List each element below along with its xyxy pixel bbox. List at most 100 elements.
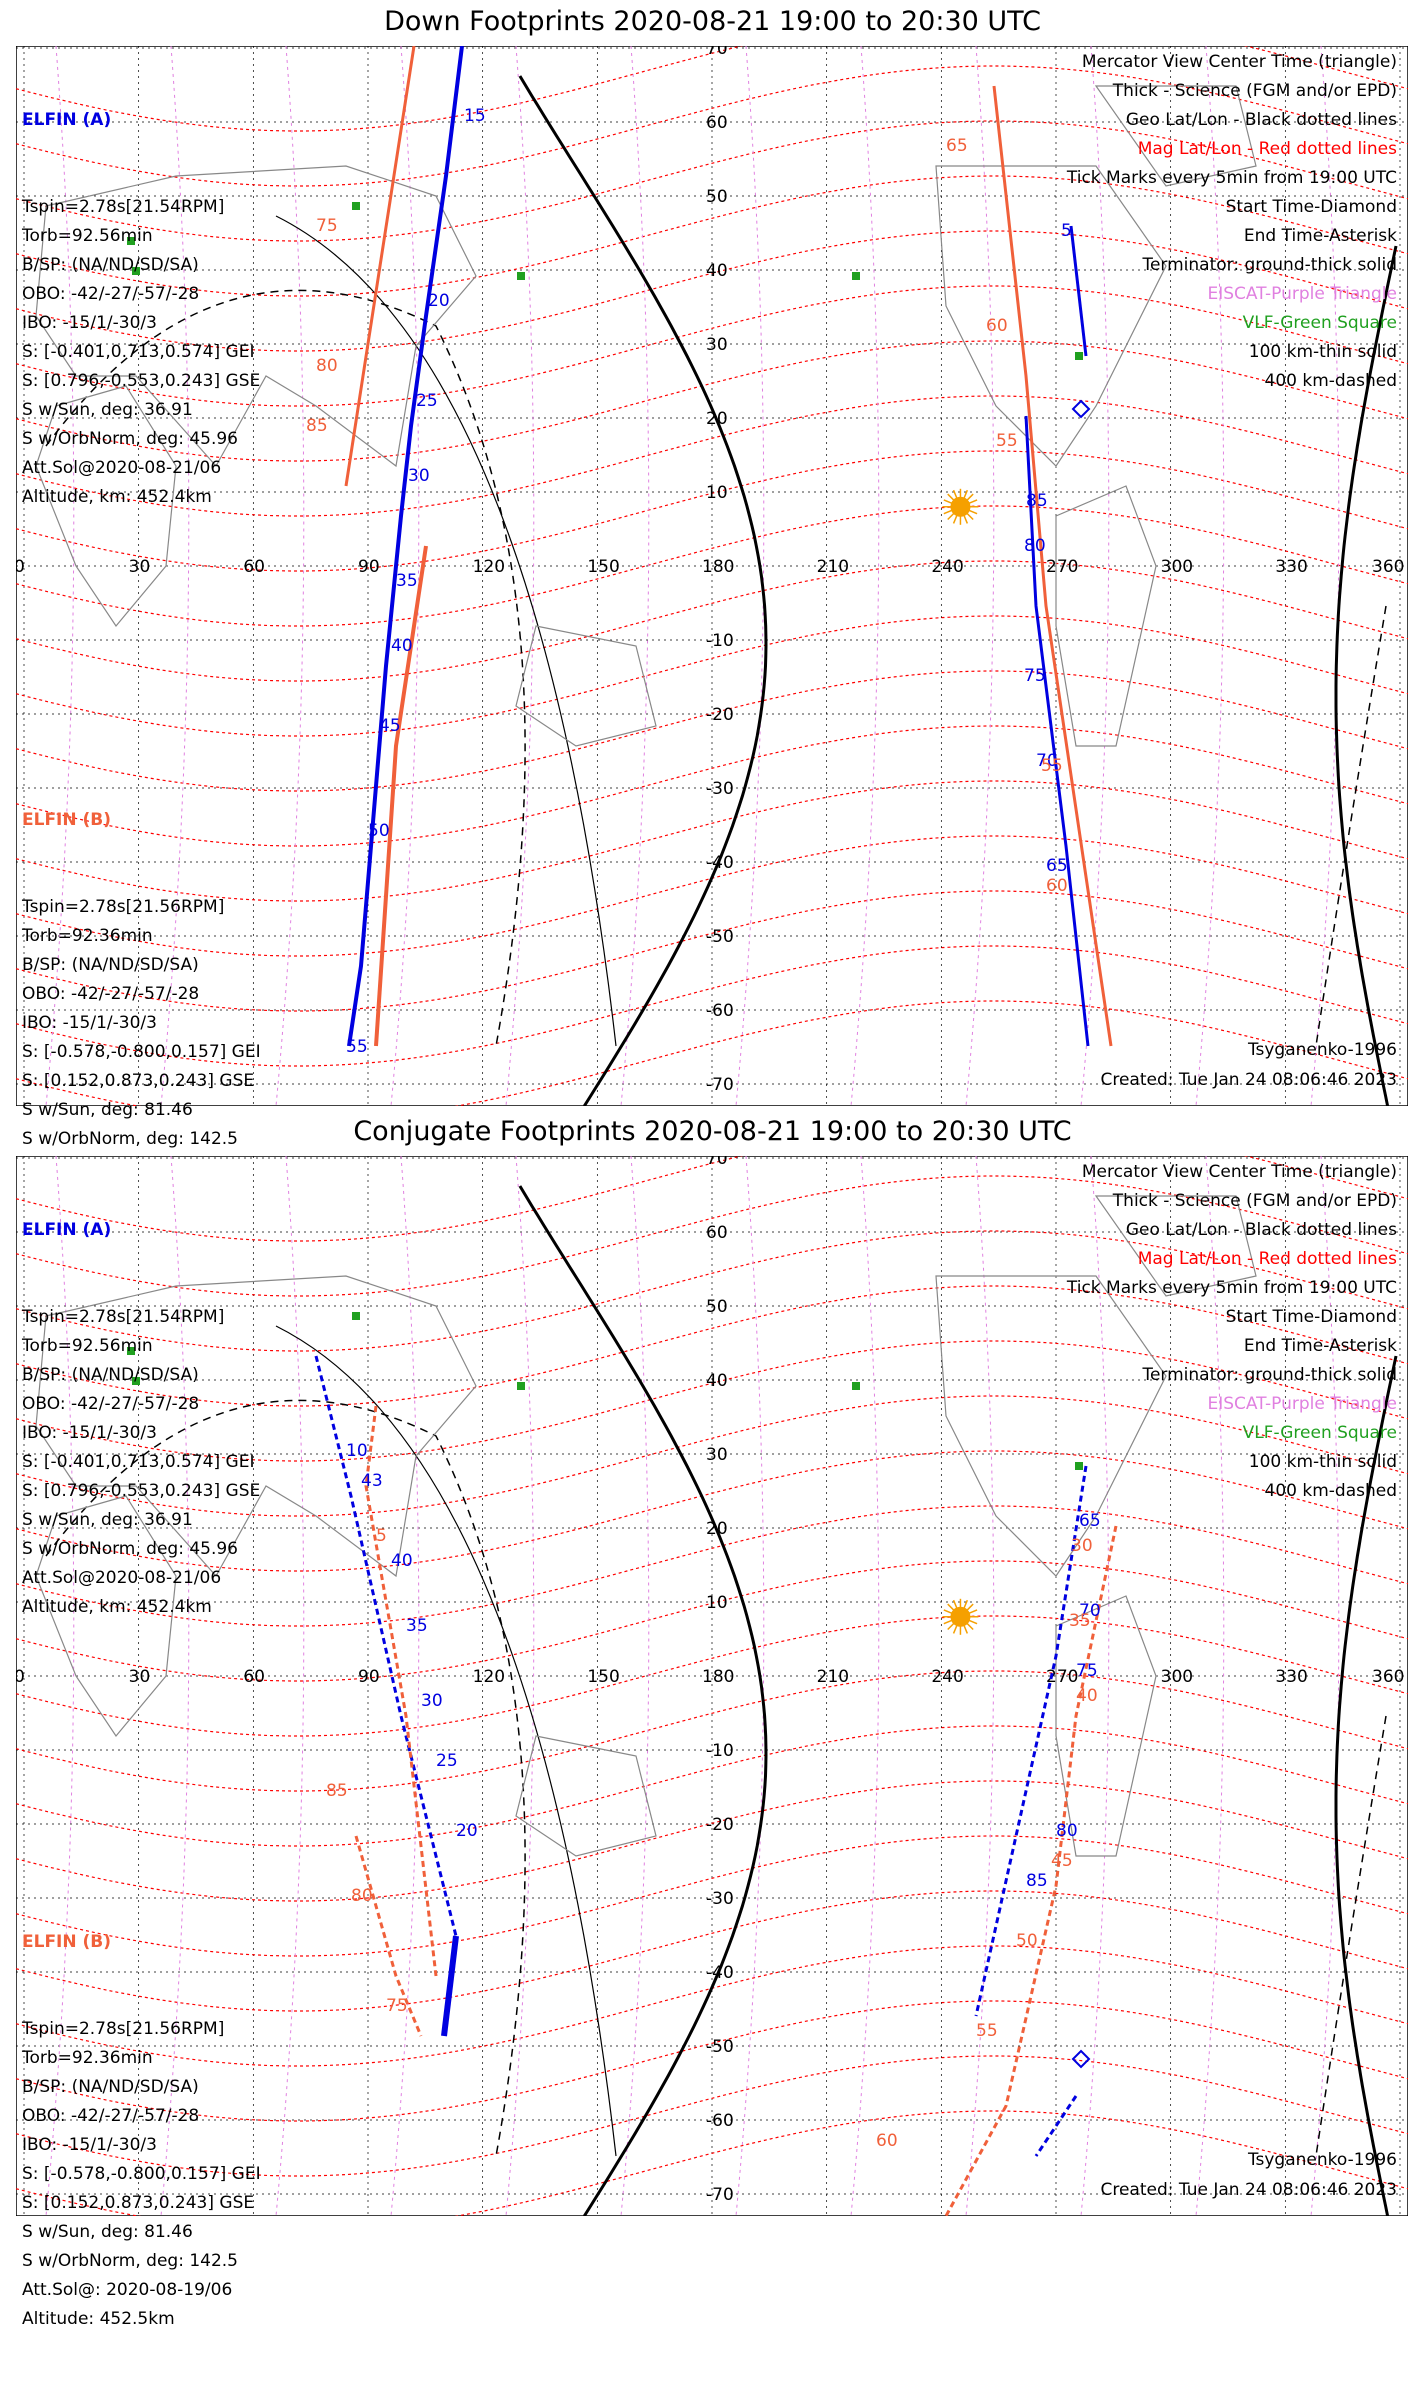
legend-line: Thick - Science (FGM and/or EPD) bbox=[1112, 1191, 1397, 1211]
elfin-b-tick-label: 85 bbox=[306, 416, 328, 436]
lat-tick-label: 20 bbox=[706, 1519, 728, 1539]
elfin-a-tick-label: 45 bbox=[379, 716, 401, 736]
mag-lat-line bbox=[16, 2055, 1408, 2177]
elfin-a-info-line: Tspin=2.78s[21.54RPM] bbox=[22, 1307, 225, 1327]
elfin-a-tick-label: 65 bbox=[1079, 1511, 1101, 1531]
panel-title: Conjugate Footprints 2020-08-21 19:00 to… bbox=[353, 1116, 1072, 1147]
lon-tick-label: 30 bbox=[129, 1667, 151, 1687]
terminator-ground bbox=[1334, 245, 1398, 1106]
mag-lat-line bbox=[16, 65, 1408, 187]
elfin-b-info-line: S w/Sun, deg: 81.46 bbox=[22, 2222, 193, 2242]
elfin-a-tick-label: 80 bbox=[1024, 536, 1046, 556]
mag-lat-line bbox=[16, 1560, 1408, 1682]
lon-tick-label: 120 bbox=[473, 1667, 505, 1687]
elfin-a-track bbox=[441, 1935, 459, 2037]
elfin-a-info-line: S w/OrbNorm, deg: 45.96 bbox=[22, 429, 239, 449]
lon-tick-label: 360 bbox=[1372, 1667, 1404, 1687]
lat-tick-label: 50 bbox=[706, 187, 728, 207]
footprint-map: 0 30 60 90 120 150 180 210 240 270 300 330 360 70 60 50… bbox=[16, 1156, 1408, 2216]
mag-lon-line bbox=[1195, 46, 1225, 1106]
elfin-b-info-line: IBO: -15/1/-30/3 bbox=[22, 1013, 157, 1033]
mag-lat-line bbox=[16, 1285, 1408, 1407]
lat-tick-label: -20 bbox=[706, 1815, 734, 1835]
mag-lat-line bbox=[16, 505, 1408, 627]
elfin-a-info-line: IBO: -15/1/-30/3 bbox=[22, 313, 157, 333]
mag-lat-line bbox=[16, 560, 1408, 682]
continent-outline bbox=[1094, 1195, 1257, 1297]
mag-lon-line bbox=[1195, 1156, 1225, 2216]
map-legend: Mercator View Center Time (triangle) Thic… bbox=[1067, 1158, 1397, 1506]
mag-lat-line bbox=[16, 1835, 1408, 1957]
legend-line: Start Time-Diamond bbox=[1225, 1307, 1397, 1327]
legend-line: Mercator View Center Time (triangle) bbox=[1081, 1162, 1397, 1182]
lon-tick-label: 360 bbox=[1372, 557, 1404, 577]
mag-lon-line bbox=[1080, 1156, 1110, 2216]
lat-tick-label: -70 bbox=[706, 1075, 734, 1095]
elfin-a-info-line: S: [0.796,-0.553,0.243] GSE bbox=[22, 371, 261, 391]
continent-outline bbox=[1055, 1595, 1157, 1857]
continent-outline bbox=[1094, 85, 1257, 187]
model-label: Tsyganenko-1996 bbox=[1247, 2150, 1397, 2170]
mag-lon-line bbox=[965, 46, 995, 1106]
vlf-square bbox=[517, 272, 525, 280]
elfin-b-tick-label: 55 bbox=[996, 431, 1018, 451]
elfin-b-info-line: S: [0.152,0.873,0.243] GSE bbox=[22, 1071, 255, 1091]
elfin-a-info-line: B/SP: (NA/ND/SD/SA) bbox=[22, 1365, 199, 1385]
legend-line: Mag Lat/Lon - Red dotted lines bbox=[1137, 139, 1397, 159]
elfin-a-info-line: Torb=92.56min bbox=[22, 226, 153, 246]
elfin-b-track bbox=[364, 1405, 438, 1977]
elfin-b-tick-label: 45 bbox=[1051, 1851, 1073, 1871]
continent-outline bbox=[35, 1495, 177, 1738]
vlf-square bbox=[132, 1377, 140, 1385]
lat-tick-label: 20 bbox=[706, 409, 728, 429]
legend-line: EISCAT-Purple Triangle bbox=[1207, 1394, 1397, 1414]
elfin-a-track bbox=[1069, 225, 1088, 357]
sun-icon bbox=[950, 1606, 971, 1627]
legend-line: Terminator: ground-thick solid bbox=[1142, 255, 1397, 275]
footprint-map: 0 30 60 90 120 150 180 210 240 270 300 330 360 70 60 50… bbox=[16, 46, 1408, 1106]
mag-lon-line bbox=[735, 1156, 765, 2216]
elfin-a-track bbox=[974, 1465, 1088, 2017]
mag-lon-line bbox=[850, 46, 880, 1106]
lat-tick-label: -50 bbox=[706, 927, 734, 947]
lon-tick-label: 30 bbox=[129, 557, 151, 577]
elfin-b-info-line: S w/OrbNorm, deg: 142.5 bbox=[22, 2251, 239, 2271]
vlf-square bbox=[517, 1382, 525, 1390]
elfin-b-tick-label: 75 bbox=[316, 216, 338, 236]
start-diamond bbox=[1071, 2049, 1091, 2069]
mag-lat-line bbox=[16, 1725, 1408, 1847]
mag-lat-line bbox=[16, 945, 1408, 1067]
elfin-b-tick-label: 30 bbox=[1071, 1536, 1093, 1556]
mag-lon-line bbox=[850, 1156, 880, 2216]
mag-lon-line bbox=[1310, 46, 1340, 1106]
lat-tick-label: 30 bbox=[706, 1445, 728, 1465]
lon-tick-label: 330 bbox=[1275, 1667, 1307, 1687]
sun-icon bbox=[950, 496, 971, 517]
legend-line: Geo Lat/Lon - Black dotted lines bbox=[1125, 1220, 1397, 1240]
vlf-square bbox=[1075, 352, 1083, 360]
elfin-a-info-line: Torb=92.56min bbox=[22, 1336, 153, 1356]
elfin-a-info: ELFIN (A) Tspin=2.78s[21.54RPM] Torb=92.5… bbox=[22, 1158, 260, 1680]
mag-lon-line bbox=[275, 1156, 305, 2216]
elfin-b-info-line: S: [0.152,0.873,0.243] GSE bbox=[22, 2193, 255, 2213]
lat-tick-label: 60 bbox=[706, 113, 728, 133]
lat-tick-label: 30 bbox=[706, 335, 728, 355]
terminator-400km bbox=[45, 289, 526, 1047]
continent-outline bbox=[515, 625, 657, 747]
model-label: Tsyganenko-1996 bbox=[1247, 1040, 1397, 1060]
mag-lon-line bbox=[160, 1156, 190, 2216]
mag-lat-line bbox=[16, 890, 1408, 1012]
lon-tick-label: 90 bbox=[358, 557, 380, 577]
continent-outline bbox=[35, 165, 477, 468]
legend-line: 400 km-dashed bbox=[1264, 371, 1397, 391]
continent-outline bbox=[935, 165, 1167, 467]
vlf-square bbox=[852, 1382, 860, 1390]
elfin-a-tick-label: 10 bbox=[346, 1441, 368, 1461]
elfin-b-info: ELFIN (B) Tspin=2.78s[21.56RPM] Torb=92.3… bbox=[22, 1870, 261, 2392]
elfin-b-tick-label: 60 bbox=[1046, 876, 1068, 896]
elfin-a-tick-label: 20 bbox=[456, 1821, 478, 1841]
elfin-a-lines: Tspin=2.78s[21.54RPM] Torb=92.56min B/SP: … bbox=[22, 1303, 260, 1622]
elfin-a-info-line: S: [-0.401,0.713,0.574] GEI bbox=[22, 1452, 255, 1472]
lat-tick-label: -40 bbox=[706, 1963, 734, 1983]
lon-tick-label: 240 bbox=[931, 557, 963, 577]
